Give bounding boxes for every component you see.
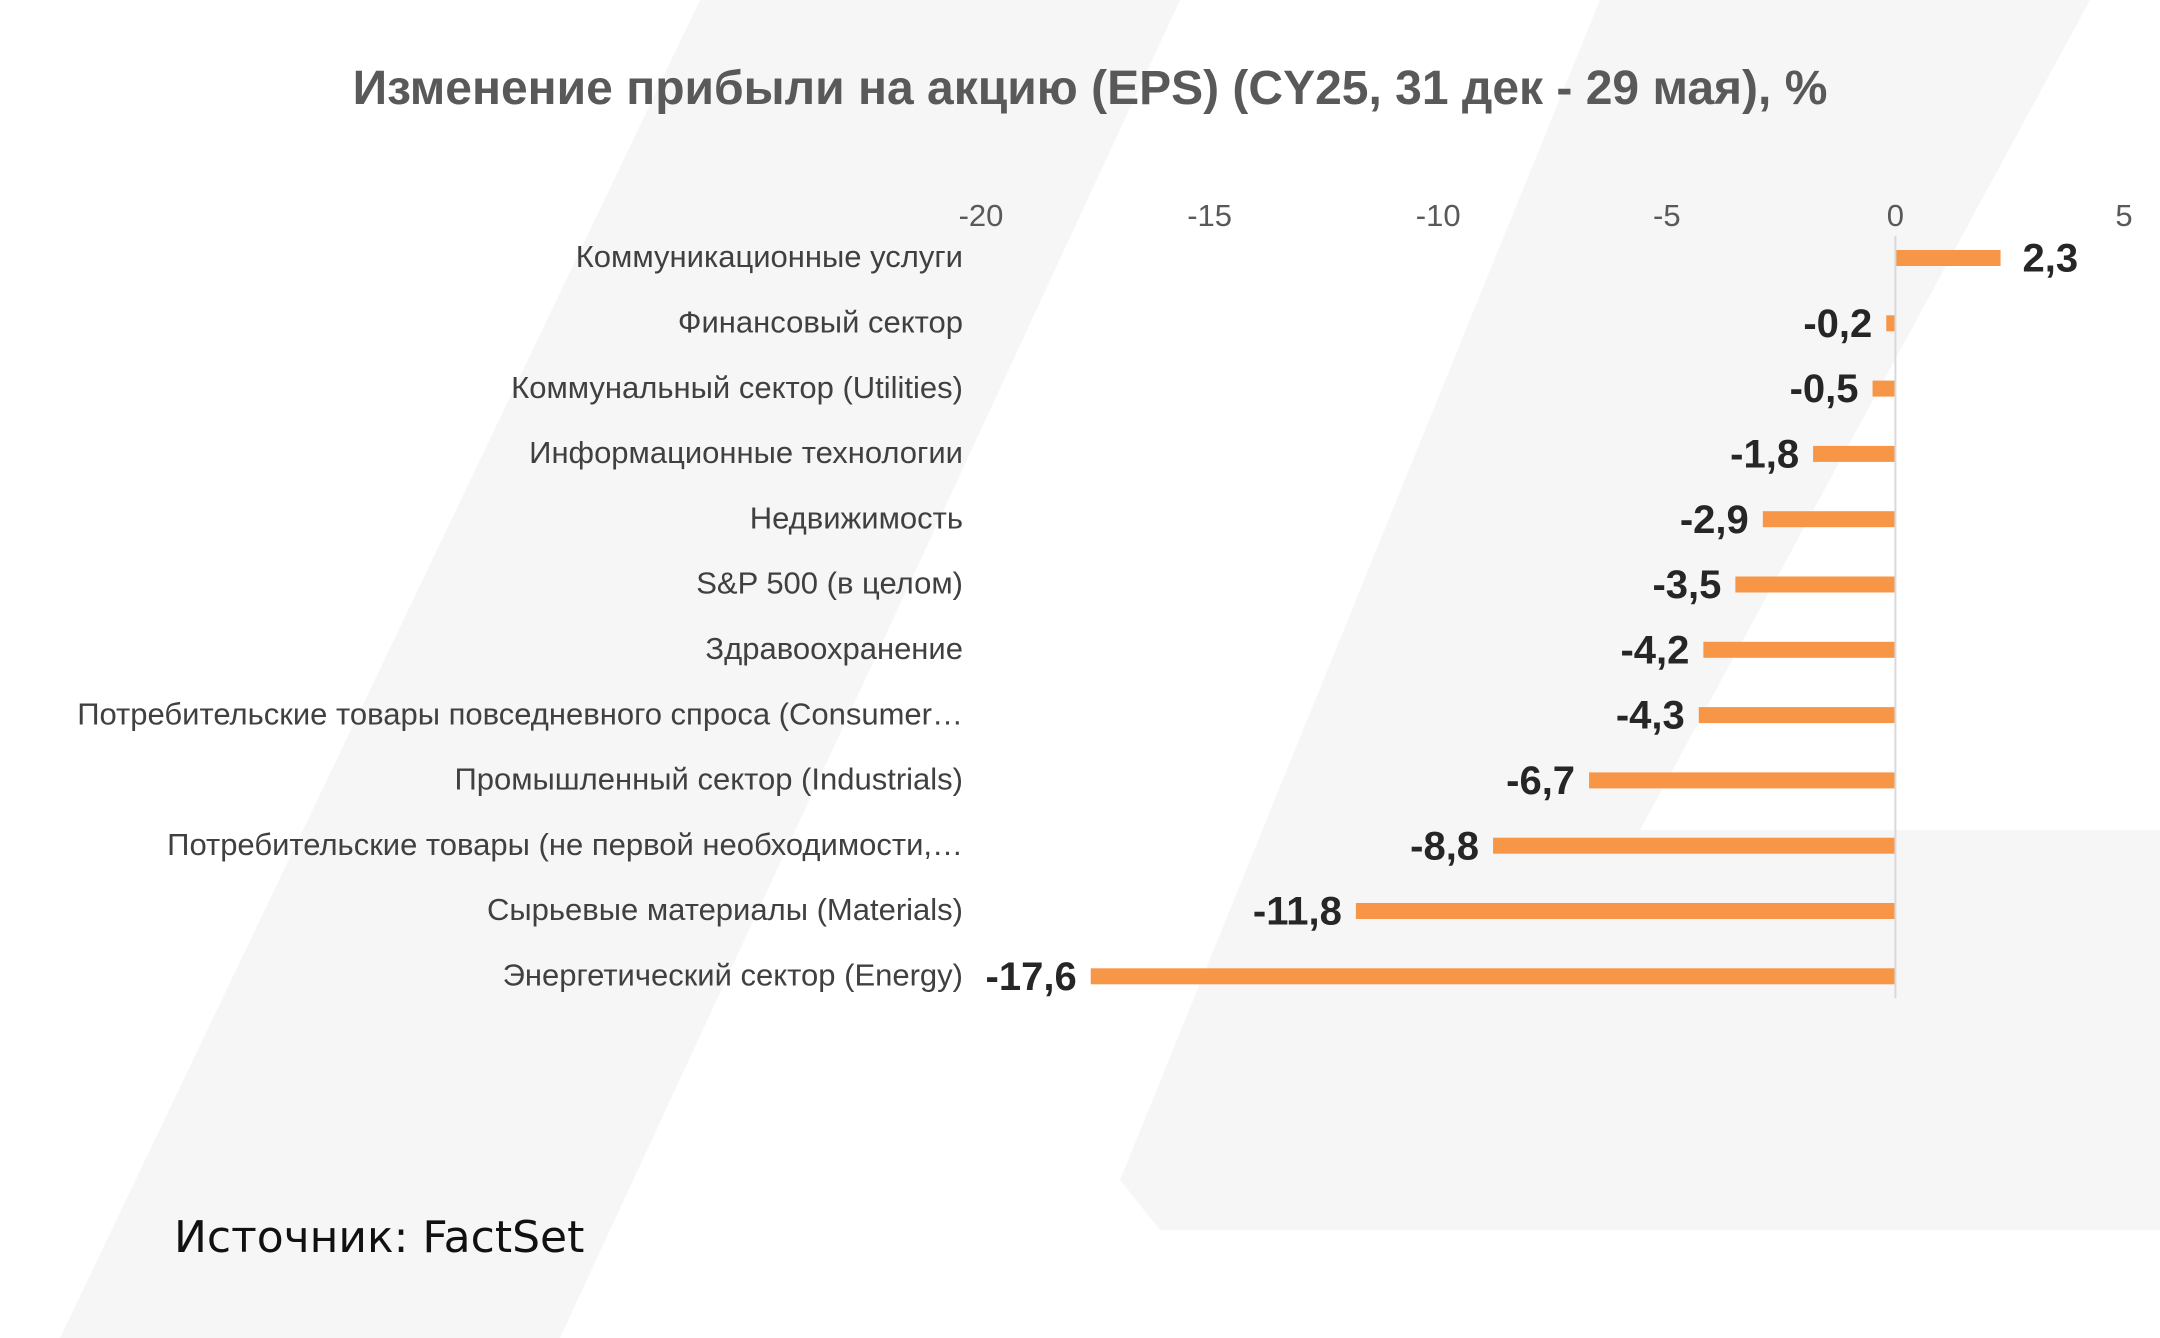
category-labels: Коммуникационные услуги Финансовый сектор… xyxy=(77,239,963,992)
bar xyxy=(1872,380,1896,397)
category-label: Коммунальный сектор (Utilities) xyxy=(511,370,963,405)
bar xyxy=(1090,968,1896,985)
category-label: Потребительские товары (не первой необхо… xyxy=(167,827,963,862)
x-tick-label: -5 xyxy=(1653,198,1681,233)
value-labels: 2,3 -0,2 -0,5 -1,8 -2,9 -3,5 -4,2 -4,3 -6,7 -8,8 -… xyxy=(986,237,2079,999)
value-label: -4,3 xyxy=(1616,694,1685,738)
value-label: -3,5 xyxy=(1652,563,1721,607)
value-label: -11,8 xyxy=(1253,890,1342,934)
x-tick-label: -10 xyxy=(1416,198,1461,233)
bar xyxy=(1886,315,1896,332)
category-label: Потребительские товары повседневного спр… xyxy=(77,696,963,731)
chart-title: Изменение прибыли на акцию (EPS) (CY25, … xyxy=(353,62,1828,115)
x-axis-ticks: -20 -15 -10 -5 0 5 xyxy=(959,198,2133,233)
x-tick-label: -15 xyxy=(1187,198,1232,233)
bar xyxy=(1698,707,1896,724)
value-label: 2,3 xyxy=(2023,237,2079,281)
bar xyxy=(1762,511,1896,528)
value-label: -0,5 xyxy=(1790,367,1859,411)
category-label: Сырьевые материалы (Materials) xyxy=(487,892,963,927)
value-label: -2,9 xyxy=(1680,498,1749,542)
source-note: Источник: FactSet xyxy=(174,1212,585,1263)
category-label: Промышленный сектор (Industrials) xyxy=(454,762,963,797)
category-label: Финансовый сектор xyxy=(678,304,963,339)
category-label: S&P 500 (в целом) xyxy=(696,566,963,601)
bar xyxy=(1355,903,1896,919)
category-label: Энергетический сектор (Energy) xyxy=(503,957,963,992)
bar xyxy=(1493,837,1896,854)
value-label: -1,8 xyxy=(1730,432,1799,476)
x-tick-label: 0 xyxy=(1887,198,1904,233)
category-label: Недвижимость xyxy=(750,500,963,535)
bar xyxy=(1589,772,1896,789)
x-tick-label: -20 xyxy=(959,198,1004,233)
value-label: -17,6 xyxy=(986,955,1077,999)
value-label: -0,2 xyxy=(1803,302,1872,346)
bar xyxy=(1703,641,1896,658)
value-label: -8,8 xyxy=(1410,824,1479,868)
bar xyxy=(1735,576,1896,593)
value-label: -4,2 xyxy=(1620,628,1689,672)
value-label: -6,7 xyxy=(1506,759,1575,803)
category-label: Здравоохранение xyxy=(705,631,963,666)
category-label: Информационные технологии xyxy=(529,435,963,470)
bar xyxy=(1813,445,1896,462)
bars xyxy=(1090,250,2001,985)
bar xyxy=(1895,250,2001,266)
category-label: Коммуникационные услуги xyxy=(576,239,963,274)
x-tick-label: 5 xyxy=(2115,198,2132,233)
